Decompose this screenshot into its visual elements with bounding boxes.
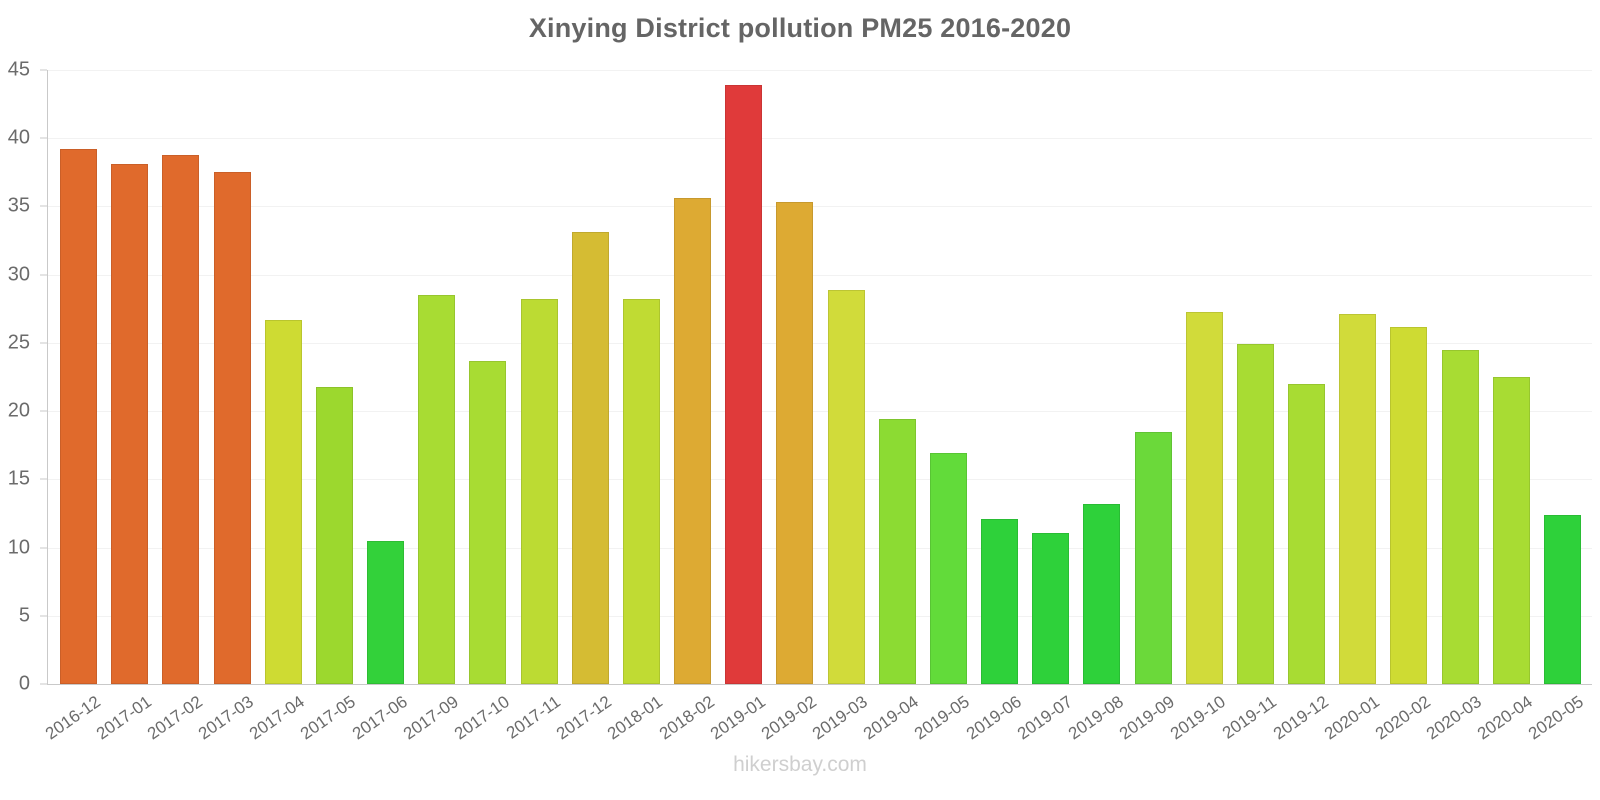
chart-title: Xinying District pollution PM25 2016-202… (528, 13, 1072, 43)
x-tick-label-2019-05: 2019-05 (911, 692, 974, 744)
y-tick-label-5: 5 (18, 604, 30, 627)
bar-2020-05[interactable] (1543, 514, 1581, 684)
bar-2019-10[interactable] (1185, 311, 1223, 684)
gridline-0 (47, 684, 1592, 685)
x-tick-label-2019-12: 2019-12 (1269, 692, 1332, 744)
x-tick-label-2017-10: 2017-10 (450, 692, 513, 744)
x-tick-label-2017-06: 2017-06 (348, 692, 411, 744)
x-tick-label-2017-02: 2017-02 (143, 692, 206, 744)
bar-2017-03[interactable] (213, 172, 251, 684)
y-tick-label-15: 15 (7, 467, 30, 490)
y-tick-mark-0 (40, 683, 47, 685)
x-tick-label-2019-11: 2019-11 (1219, 692, 1281, 743)
y-tick-mark-20 (40, 410, 47, 412)
bar-2018-02[interactable] (674, 198, 712, 684)
y-tick-mark-5 (40, 615, 47, 617)
bar-2019-12[interactable] (1288, 383, 1326, 684)
y-tick-mark-10 (40, 547, 47, 549)
bar-2019-08[interactable] (1083, 503, 1121, 684)
bar-2019-03[interactable] (827, 289, 865, 684)
bar-2017-05[interactable] (315, 386, 353, 684)
x-tick-label-2017-09: 2017-09 (399, 692, 462, 744)
x-tick-label-2019-08: 2019-08 (1064, 692, 1127, 744)
bar-2019-01[interactable] (725, 85, 763, 684)
x-tick-label-2018-02: 2018-02 (655, 692, 718, 744)
y-tick-label-0: 0 (18, 672, 30, 695)
x-tick-label-2019-06: 2019-06 (962, 692, 1025, 744)
x-tick-label-2020-03: 2020-03 (1422, 692, 1485, 744)
bar-2020-03[interactable] (1441, 349, 1479, 684)
x-tick-label-2019-09: 2019-09 (1115, 692, 1178, 744)
y-tick-mark-35 (40, 205, 47, 207)
y-tick-mark-30 (40, 274, 47, 276)
x-tick-label-2019-02: 2019-02 (757, 692, 820, 744)
x-tick-label-2017-11: 2017-11 (502, 692, 564, 743)
bar-2017-09[interactable] (418, 295, 456, 684)
x-tick-label-2019-10: 2019-10 (1167, 692, 1230, 744)
bar-2020-01[interactable] (1339, 314, 1377, 684)
x-tick-label-2019-03: 2019-03 (808, 692, 871, 744)
bar-2019-02[interactable] (776, 202, 814, 684)
gridline-30 (47, 274, 1592, 276)
y-tick-label-30: 30 (7, 263, 30, 286)
bar-2017-11[interactable] (520, 299, 558, 684)
x-tick-label-2017-05: 2017-05 (297, 692, 360, 744)
gridline-45 (47, 70, 1592, 71)
gridline-10 (47, 547, 1592, 549)
x-tick-label-2020-02: 2020-02 (1371, 692, 1434, 744)
gridline-25 (47, 342, 1592, 344)
x-tick-label-2017-01: 2017-01 (92, 692, 155, 744)
x-tick-label-2017-03: 2017-03 (194, 692, 257, 744)
bar-2018-01[interactable] (622, 299, 660, 684)
y-tick-label-10: 10 (7, 536, 30, 559)
bar-2017-01[interactable] (111, 164, 149, 684)
x-tick-label-2020-01: 2020-01 (1320, 692, 1383, 744)
gridline-35 (47, 206, 1592, 208)
bar-2017-10[interactable] (469, 360, 507, 684)
bar-2019-07[interactable] (1032, 532, 1070, 684)
bar-2019-11[interactable] (1236, 344, 1274, 684)
y-tick-label-35: 35 (7, 194, 30, 217)
y-tick-mark-15 (40, 478, 47, 480)
y-tick-label-25: 25 (7, 331, 30, 354)
x-tick-label-2020-05: 2020-05 (1525, 692, 1588, 744)
bar-2020-02[interactable] (1390, 326, 1428, 684)
y-tick-label-45: 45 (7, 58, 30, 81)
bar-2017-06[interactable] (367, 540, 405, 684)
x-tick-label-2018-01: 2018-01 (604, 692, 667, 744)
bar-2017-04[interactable] (264, 319, 302, 684)
bar-2019-09[interactable] (1134, 431, 1172, 684)
y-tick-label-40: 40 (7, 126, 30, 149)
y-tick-mark-25 (40, 342, 47, 344)
x-tick-label-2019-07: 2019-07 (1013, 692, 1076, 744)
bar-2017-02[interactable] (162, 154, 200, 684)
y-tick-mark-45 (40, 69, 47, 71)
bar-2019-06[interactable] (981, 518, 1019, 684)
bar-2017-12[interactable] (571, 232, 609, 684)
x-tick-label-2016-12: 2016-12 (41, 692, 104, 744)
y-tick-mark-40 (40, 137, 47, 139)
x-tick-label-2020-04: 2020-04 (1474, 692, 1537, 744)
bar-2019-04[interactable] (878, 419, 916, 684)
bar-2016-12[interactable] (60, 149, 98, 684)
plot-area: 0 5 10 15 20 25 30 35 40 45 (8, 59, 1592, 695)
x-tick-label-2019-04: 2019-04 (860, 692, 923, 744)
y-tick-label-20: 20 (7, 399, 30, 422)
x-tick-label-2017-04: 2017-04 (246, 692, 309, 744)
gridline-5 (47, 615, 1592, 617)
gridline-40 (47, 138, 1592, 140)
x-tick-label-2017-12: 2017-12 (553, 692, 616, 744)
gridline-15 (47, 479, 1592, 481)
bars-group (47, 70, 1592, 684)
source-credit: hikersbay.com (733, 753, 867, 776)
y-axis-line (47, 70, 48, 685)
x-tick-label-2019-01: 2019-01 (706, 692, 769, 744)
bar-2020-04[interactable] (1492, 377, 1530, 684)
gridline-20 (47, 411, 1592, 413)
bar-2019-05[interactable] (929, 453, 967, 684)
